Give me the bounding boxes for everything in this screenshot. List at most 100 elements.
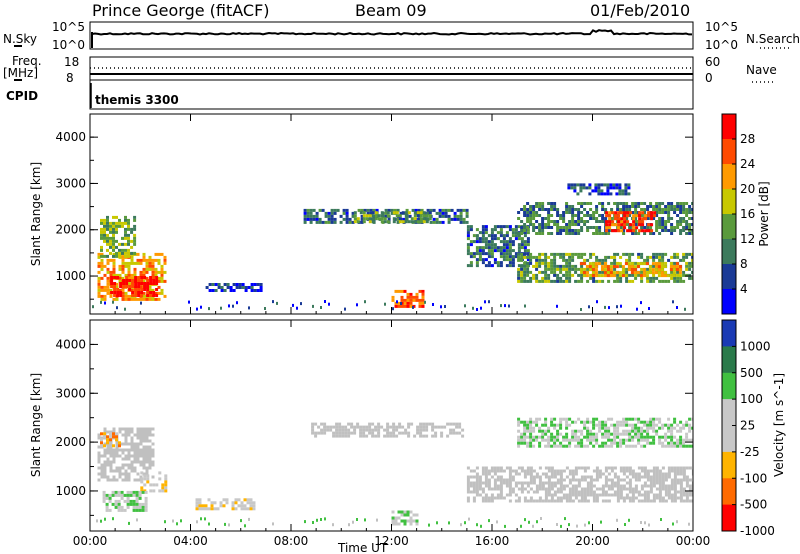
data-cell <box>617 223 621 227</box>
noise-cell <box>672 522 674 526</box>
nsky-tick-high: 10^5 <box>52 20 85 34</box>
data-cell <box>312 208 316 212</box>
data-cell <box>646 496 650 500</box>
data-cell <box>526 423 530 427</box>
data-cell <box>562 417 566 421</box>
data-cell <box>679 490 683 494</box>
data-cell <box>345 220 349 224</box>
data-cell <box>568 490 572 494</box>
data-cell <box>119 282 123 285</box>
data-cell <box>347 434 351 438</box>
data-cell <box>478 493 482 497</box>
data-cell <box>309 211 313 215</box>
data-cell <box>541 202 545 205</box>
noise-cell <box>236 301 238 305</box>
data-cell <box>619 487 623 491</box>
data-cell <box>676 496 680 500</box>
data-cell <box>532 208 536 211</box>
data-cell <box>670 438 674 442</box>
data-cell <box>655 469 659 473</box>
data-cell <box>643 429 647 433</box>
colorbar-tick-label: 8 <box>740 257 748 271</box>
data-cell <box>547 481 551 485</box>
data-cell <box>535 423 539 427</box>
data-cell <box>652 252 656 256</box>
data-cell <box>583 208 587 211</box>
data-cell <box>109 442 113 446</box>
data-cell <box>685 466 689 470</box>
data-cell <box>508 466 512 470</box>
data-cell <box>646 279 650 283</box>
data-cell <box>591 265 595 269</box>
data-cell <box>142 433 146 437</box>
noise-cell <box>536 520 538 524</box>
data-cell <box>573 186 577 190</box>
data-cell <box>526 214 530 217</box>
data-cell <box>120 496 124 500</box>
data-cell <box>606 186 610 190</box>
data-cell <box>547 435 551 439</box>
data-cell <box>523 267 527 271</box>
data-cell <box>106 236 109 240</box>
data-cell <box>670 226 674 229</box>
data-cell <box>369 208 373 212</box>
data-cell <box>616 205 620 208</box>
data-cell <box>360 217 364 221</box>
data-cell <box>484 493 488 497</box>
data-cell <box>344 428 348 432</box>
data-cell <box>643 475 647 479</box>
data-cell <box>362 431 366 435</box>
data-cell <box>607 429 611 433</box>
data-cell <box>612 271 616 275</box>
data-cell <box>618 274 622 278</box>
noise-cell <box>480 524 482 528</box>
data-cell <box>595 258 599 262</box>
data-cell <box>135 493 139 497</box>
data-cell <box>646 426 650 430</box>
data-cell <box>571 478 575 482</box>
data-cell <box>127 218 130 222</box>
data-cell <box>647 229 651 233</box>
data-cell <box>523 243 527 247</box>
data-cell <box>109 478 113 482</box>
data-cell <box>574 223 578 226</box>
data-cell <box>505 234 509 238</box>
data-cell <box>574 432 578 436</box>
data-cell <box>643 496 647 500</box>
data-cell <box>409 298 413 302</box>
data-cell <box>607 487 611 491</box>
data-cell <box>127 472 131 476</box>
data-cell <box>661 255 665 259</box>
data-cell <box>160 252 164 256</box>
data-cell <box>685 493 689 497</box>
data-cell <box>595 478 599 482</box>
data-cell <box>141 502 145 506</box>
data-cell <box>628 478 632 482</box>
data-cell <box>565 466 569 470</box>
data-cell <box>625 466 629 470</box>
data-cell <box>520 279 524 283</box>
data-cell <box>553 264 557 268</box>
data-cell <box>532 475 536 479</box>
data-cell <box>234 498 238 502</box>
data-cell <box>626 220 630 224</box>
data-cell <box>252 504 256 508</box>
data-cell <box>616 487 620 491</box>
data-cell <box>235 286 239 289</box>
data-cell <box>106 270 110 274</box>
data-cell <box>544 258 548 262</box>
data-cell <box>604 420 608 424</box>
data-cell <box>380 425 384 429</box>
data-cell <box>133 218 137 222</box>
data-cell <box>154 267 158 271</box>
data-cell <box>616 276 620 280</box>
data-cell <box>121 451 125 455</box>
data-cell <box>112 258 116 262</box>
data-cell <box>142 457 146 461</box>
data-cell <box>661 426 665 430</box>
data-cell <box>589 252 593 256</box>
data-cell <box>529 432 533 436</box>
data-cell <box>243 498 247 502</box>
data-cell <box>526 208 530 211</box>
data-cell <box>138 508 142 512</box>
